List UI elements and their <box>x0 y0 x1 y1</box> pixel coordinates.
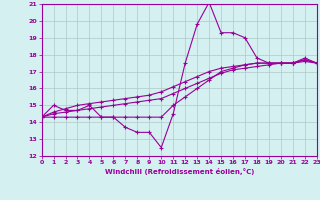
X-axis label: Windchill (Refroidissement éolien,°C): Windchill (Refroidissement éolien,°C) <box>105 168 254 175</box>
